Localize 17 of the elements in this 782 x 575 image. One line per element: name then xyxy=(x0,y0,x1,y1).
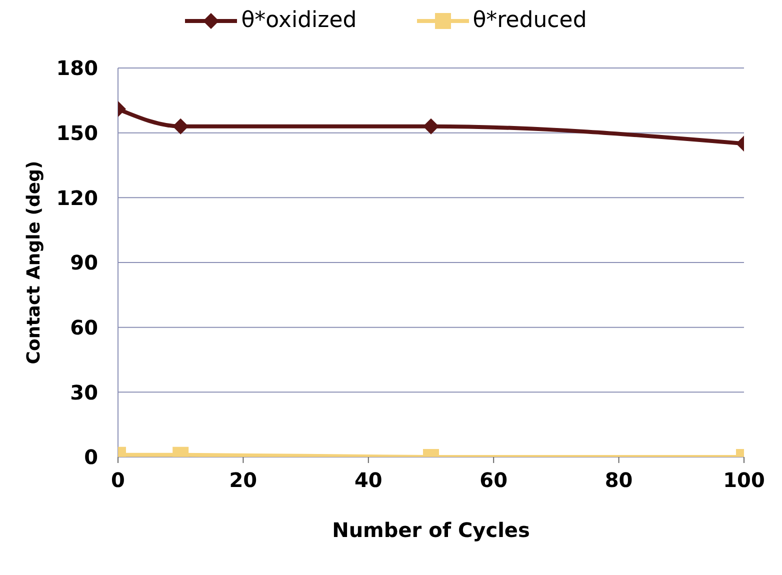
x-tick-label: 20 xyxy=(229,468,258,492)
y-tick-label: 30 xyxy=(70,380,98,404)
x-tick-label: 0 xyxy=(111,468,125,492)
y-tick-label: 120 xyxy=(56,186,98,210)
x-tick-label: 60 xyxy=(480,468,508,492)
y-axis-title: Contact Angle (deg) xyxy=(23,160,44,364)
y-tick-label: 60 xyxy=(70,315,98,340)
y-tick-label: 90 xyxy=(70,250,98,275)
legend-label: θ*oxidized xyxy=(241,8,357,33)
x-tick-label: 40 xyxy=(354,468,382,492)
y-tick-label: 0 xyxy=(84,445,98,470)
x-tick-label: 100 xyxy=(723,468,765,492)
x-axis-title: Number of Cycles xyxy=(332,518,530,542)
y-tick-label: 180 xyxy=(56,56,98,80)
y-tick-label: 150 xyxy=(56,120,98,145)
legend-label: θ*reduced xyxy=(472,8,587,33)
x-tick-label: 80 xyxy=(604,468,633,492)
